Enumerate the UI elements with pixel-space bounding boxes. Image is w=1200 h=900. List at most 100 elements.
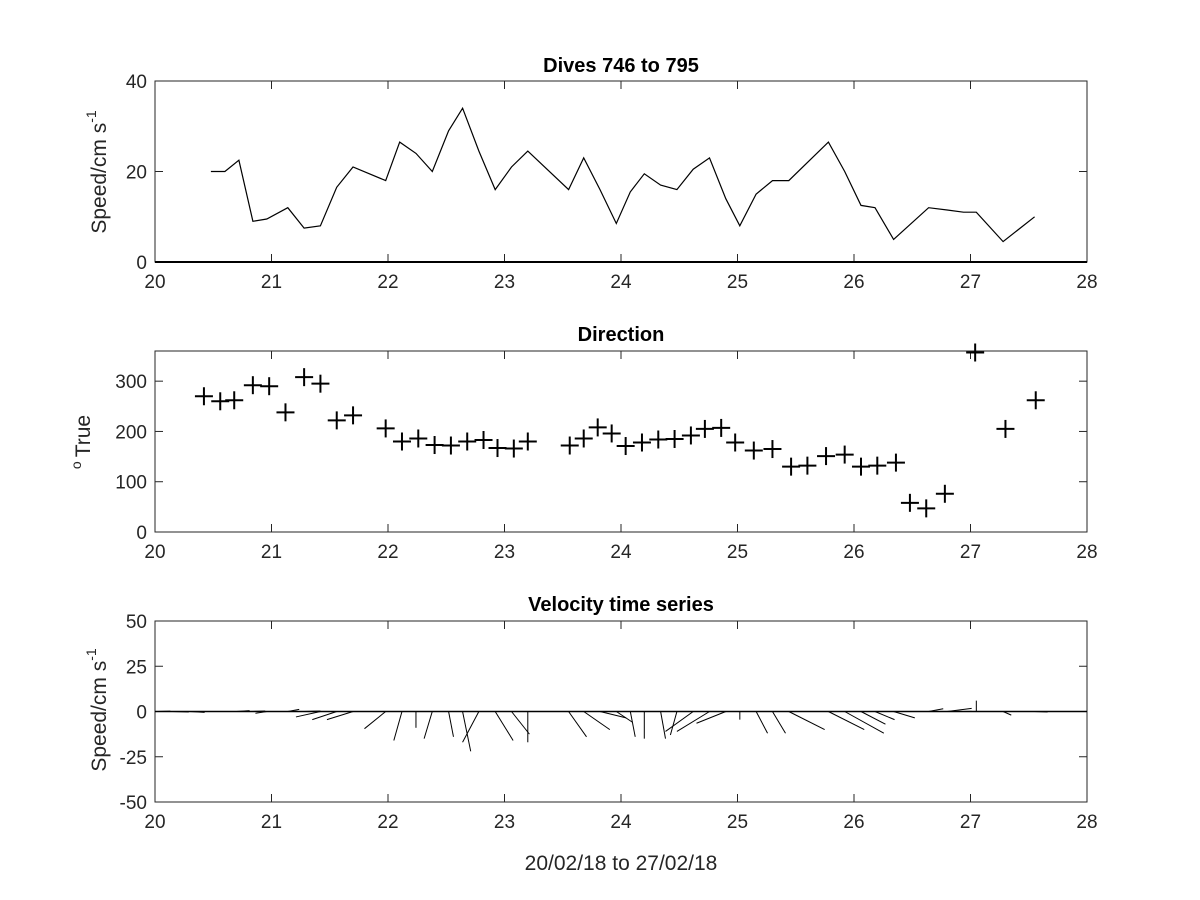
velocity-vector — [312, 711, 337, 721]
direction-x-tick-label: 23 — [494, 542, 515, 563]
velocity-subplot: Velocity time series Speed/cm s-1 20 21 22… — [83, 594, 1098, 833]
velocity-x-tick-label: 26 — [843, 812, 864, 833]
speed-x-tick-label: 20 — [144, 272, 165, 293]
velocity-vector — [599, 711, 627, 719]
speed-series-line — [210, 106, 1035, 243]
speed-y-tick-label: 20 — [126, 163, 147, 184]
direction-marker — [602, 424, 621, 443]
direction-x-tick-label: 27 — [960, 542, 981, 563]
speed-y-tick-label: 0 — [136, 253, 147, 274]
direction-marker — [917, 499, 936, 518]
velocity-vector — [616, 711, 633, 723]
speed-y-tick-label: 40 — [126, 72, 147, 93]
direction-x-tick-label: 25 — [727, 542, 748, 563]
velocity-vector — [423, 711, 433, 739]
velocity-vector — [669, 711, 678, 736]
velocity-y-axis-label: Speed/cm s-1 — [83, 648, 111, 772]
direction-x-tick-label: 24 — [610, 542, 632, 563]
speed-x-tick-label: 24 — [610, 272, 632, 293]
velocity-y-axis-label-text: Speed/cm s — [88, 661, 111, 772]
velocity-vector — [511, 711, 530, 735]
direction-marker — [649, 430, 668, 449]
velocity-vector — [660, 711, 666, 739]
velocity-vector — [844, 711, 885, 734]
direction-marker — [886, 453, 905, 472]
speed-y-axis-label-sup: -1 — [83, 110, 99, 123]
velocity-vector — [255, 711, 267, 714]
velocity-vector — [788, 711, 825, 731]
velocity-vector — [893, 711, 915, 719]
direction-marker — [276, 403, 295, 422]
x-axis-label: 20/02/18 to 27/02/18 — [525, 852, 718, 875]
velocity-vector — [629, 711, 636, 737]
speed-chart-title: Dives 746 to 795 — [543, 55, 699, 77]
velocity-vector — [448, 711, 454, 737]
direction-x-tick-label: 28 — [1076, 542, 1097, 563]
direction-marker — [966, 343, 985, 362]
direction-marker — [441, 436, 460, 455]
velocity-y-tick-label: 50 — [126, 612, 147, 633]
velocity-vector — [665, 711, 694, 732]
velocity-x-tick-label: 28 — [1076, 812, 1097, 833]
velocity-vector — [250, 710, 266, 712]
velocity-vector — [1002, 711, 1012, 716]
direction-marker — [574, 429, 593, 448]
velocity-vector — [928, 708, 944, 712]
direction-x-tick-label: 22 — [377, 542, 398, 563]
direction-y-axis-label-sup: o — [68, 461, 84, 469]
direction-x-tick-label: 21 — [261, 542, 282, 563]
direction-marker — [996, 419, 1015, 438]
direction-y-axis-label: o True — [68, 415, 95, 469]
velocity-y-axis-label-sup: -1 — [83, 648, 99, 661]
direction-marker — [518, 432, 537, 451]
direction-marker — [458, 432, 477, 451]
direction-marker — [763, 440, 782, 459]
direction-marker — [344, 406, 363, 425]
direction-marker — [900, 493, 919, 512]
direction-marker — [311, 374, 330, 393]
direction-marker — [488, 439, 507, 458]
direction-marker — [409, 429, 428, 448]
speed-x-tick-label: 25 — [727, 272, 748, 293]
velocity-y-tick-label: -50 — [120, 793, 147, 814]
speed-x-tick-label: 21 — [261, 272, 282, 293]
velocity-vector — [364, 711, 386, 730]
velocity-y-tick-label: 25 — [126, 657, 147, 678]
speed-y-axis-label: Speed/cm s-1 — [83, 110, 111, 234]
velocity-vector — [755, 711, 768, 734]
velocity-vector — [772, 711, 786, 734]
speed-x-tick-label: 23 — [494, 272, 515, 293]
direction-marker — [798, 456, 817, 475]
velocity-plot-area: 20 21 22 23 24 25 26 27 28 -50 -25 0 25 50 — [120, 612, 1098, 833]
velocity-vector — [326, 711, 354, 721]
direction-marker — [695, 419, 714, 438]
speed-x-tick-label: 22 — [377, 272, 398, 293]
direction-x-tick-label: 20 — [144, 542, 165, 563]
direction-marker — [211, 392, 230, 411]
velocity-chart-title: Velocity time series — [528, 594, 714, 616]
velocity-vector — [236, 710, 250, 712]
direction-chart-title: Direction — [578, 324, 665, 346]
direction-marker — [868, 456, 887, 475]
direction-y-tick-label: 200 — [115, 422, 147, 443]
direction-marker — [817, 447, 836, 466]
speed-subplot: Dives 746 to 795 Speed/cm s-1 20 21 22 23 24… — [83, 55, 1098, 293]
velocity-x-tick-label: 21 — [261, 812, 282, 833]
velocity-x-tick-label: 27 — [960, 812, 981, 833]
direction-y-tick-label: 0 — [136, 523, 147, 544]
velocity-x-tick-label: 20 — [144, 812, 165, 833]
velocity-x-tick-label: 25 — [727, 812, 748, 833]
velocity-vector — [583, 711, 611, 731]
direction-marker — [726, 433, 745, 452]
direction-y-tick-label: 100 — [115, 473, 147, 494]
speed-x-tick-label: 28 — [1076, 272, 1097, 293]
direction-marker — [194, 387, 213, 406]
direction-marker — [782, 457, 801, 476]
direction-marker — [243, 376, 262, 395]
direction-marker — [851, 457, 870, 476]
direction-marker — [744, 441, 763, 460]
velocity-vector — [494, 711, 514, 741]
velocity-vector — [462, 711, 480, 743]
